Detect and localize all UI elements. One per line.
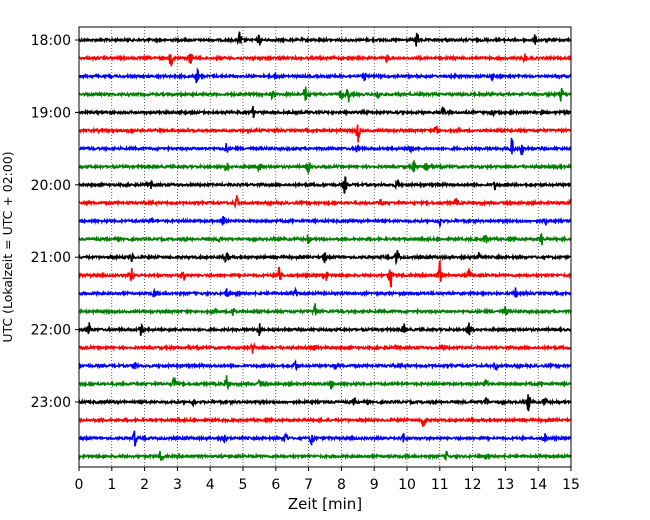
trace-1900 (78, 105, 572, 119)
trace-2130 (78, 286, 572, 298)
grid-lines (111, 27, 539, 467)
plot-area-background (79, 27, 571, 467)
trace-2000 (78, 176, 572, 194)
y-tick-label-20:00: 20:00 (31, 178, 71, 194)
trace-2215 (78, 341, 572, 354)
y-axis-label: UTC (Lokalzeit = UTC + 02:00) (0, 151, 15, 342)
trace-2245 (78, 375, 572, 391)
trace-2330 (78, 430, 572, 447)
y-tick-label-21:00: 21:00 (31, 250, 71, 266)
y-tick-label-22:00: 22:00 (31, 323, 71, 339)
x-tick-label-1: 1 (107, 477, 116, 493)
trace-1945 (78, 160, 572, 175)
x-tick-label-10: 10 (398, 477, 416, 493)
y-tick-label-19:00: 19:00 (31, 105, 71, 121)
x-tick-label-15: 15 (562, 477, 580, 493)
x-tick-label-2: 2 (140, 477, 149, 493)
x-tick-label-8: 8 (337, 477, 346, 493)
x-tick-label-12: 12 (464, 477, 482, 493)
trace-2115 (78, 258, 572, 288)
x-axis-ticks: 0 1 2 3 4 5 6 7 8 9 10 11 12 13 14 15 (75, 467, 580, 493)
trace-1845 (78, 86, 572, 103)
trace-2200 (78, 322, 572, 336)
y-tick-label-23:00: 23:00 (31, 395, 71, 411)
x-tick-label-11: 11 (431, 477, 449, 493)
trace-2230 (78, 358, 572, 372)
x-tick-label-13: 13 (496, 477, 514, 493)
y-tick-label-18:00: 18:00 (31, 33, 71, 49)
trace-2145 (78, 303, 572, 317)
x-tick-label-7: 7 (304, 477, 313, 493)
y-axis-ticks: 18:00 19:00 20:00 21:00 22:00 23:00 (31, 33, 79, 411)
trace-group (78, 31, 572, 461)
trace-1930 (78, 137, 572, 156)
trace-2315 (78, 415, 572, 428)
trace-1915 (78, 124, 572, 143)
trace-2100 (78, 250, 572, 266)
x-tick-label-14: 14 (529, 477, 547, 493)
x-axis-label: Zeit [min] (288, 495, 362, 513)
x-tick-label-9: 9 (370, 477, 379, 493)
x-tick-label-3: 3 (173, 477, 182, 493)
x-tick-label-6: 6 (271, 477, 280, 493)
trace-1800 (78, 31, 572, 47)
trace-2045 (78, 233, 572, 246)
x-tick-label-5: 5 (239, 477, 248, 493)
trace-2345 (78, 450, 572, 461)
x-tick-label-0: 0 (75, 477, 84, 493)
plot-frame (78, 26, 572, 468)
trace-2015 (78, 195, 572, 210)
x-tick-label-4: 4 (206, 477, 215, 493)
trace-1830 (78, 67, 572, 84)
trace-1815 (78, 53, 572, 67)
trace-2300 (78, 394, 572, 412)
trace-2030 (78, 215, 572, 229)
